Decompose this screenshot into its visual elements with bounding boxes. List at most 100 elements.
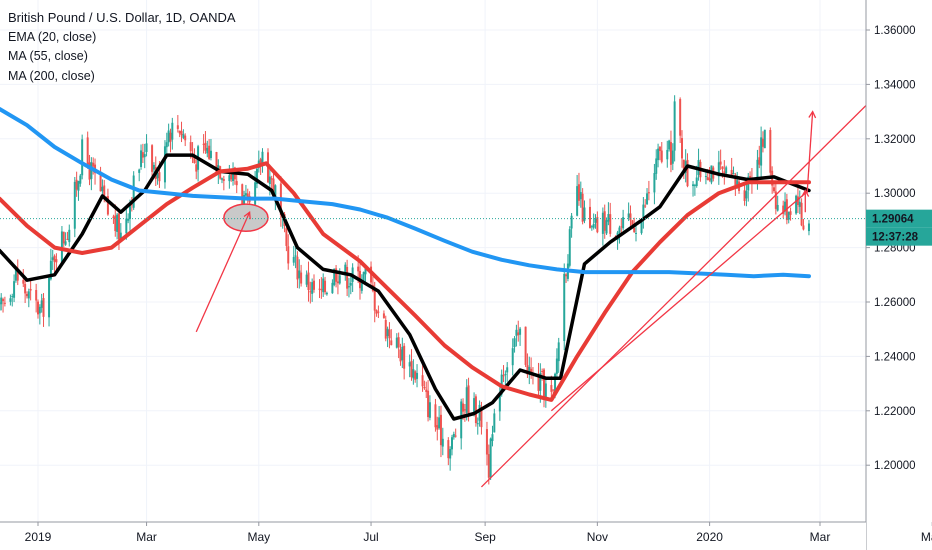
candle-body bbox=[244, 193, 247, 196]
price-axis-bg bbox=[866, 0, 932, 550]
candle-body bbox=[769, 130, 772, 173]
candle-body bbox=[311, 282, 314, 294]
candle-body bbox=[732, 173, 735, 175]
price-tick-label: 1.24000 bbox=[874, 351, 916, 363]
candle-body bbox=[568, 229, 571, 266]
candle-body bbox=[127, 218, 130, 221]
last-price-badge bbox=[866, 209, 932, 228]
candle-body bbox=[774, 191, 777, 209]
candle-body bbox=[679, 99, 682, 136]
candle-body bbox=[465, 387, 468, 413]
candle-body bbox=[563, 273, 566, 341]
candle-body bbox=[141, 152, 144, 158]
candle-body bbox=[114, 215, 117, 232]
candle-body bbox=[300, 272, 303, 284]
candle-body bbox=[119, 232, 122, 241]
candle-body bbox=[81, 139, 84, 176]
price-tick-label: 1.32000 bbox=[874, 134, 916, 146]
candle-body bbox=[3, 302, 6, 304]
price-tick-label: 1.34000 bbox=[874, 79, 916, 91]
candle-body bbox=[787, 211, 790, 220]
arrow-up-target-head bbox=[808, 110, 817, 119]
candle-body bbox=[156, 173, 159, 179]
last-price-label: 1.29064 bbox=[872, 214, 914, 226]
legend-ema20[interactable]: EMA (20, close) bbox=[8, 29, 97, 44]
candle-body bbox=[208, 145, 211, 159]
candle-body bbox=[554, 373, 557, 392]
time-axis-bg bbox=[0, 522, 866, 550]
candle-body bbox=[48, 277, 51, 318]
candle-body bbox=[287, 246, 290, 264]
candle-body bbox=[721, 166, 724, 169]
time-tick-label: Sep bbox=[474, 530, 496, 544]
candle-body bbox=[642, 204, 645, 217]
candle-body bbox=[401, 346, 404, 361]
candle-body bbox=[309, 291, 312, 293]
candle-body bbox=[206, 147, 209, 154]
candle-body bbox=[75, 179, 78, 190]
ema20-line bbox=[0, 153, 811, 421]
candle-body bbox=[552, 389, 555, 391]
legend-ma200[interactable]: MA (200, close) bbox=[8, 68, 95, 83]
candle-body bbox=[86, 137, 89, 165]
candle-body bbox=[686, 159, 689, 187]
price-axis[interactable]: 1.360001.340001.320001.300001.280001.260… bbox=[865, 0, 932, 550]
chart-legend: British Pound / U.S. Dollar, 1D, OANDA E… bbox=[8, 8, 236, 86]
time-axis[interactable]: 2019 Mar May Jul Sep Nov 2020 Mar May bbox=[0, 521, 932, 550]
candle-body bbox=[292, 256, 295, 263]
candle-body bbox=[706, 177, 709, 181]
candle-body bbox=[129, 203, 131, 219]
candle-body bbox=[719, 161, 722, 165]
candle-body bbox=[373, 289, 376, 311]
candle-body bbox=[526, 365, 529, 375]
candle-body bbox=[776, 204, 779, 211]
candle-body bbox=[629, 213, 632, 221]
candle-body bbox=[723, 171, 726, 175]
candle-body bbox=[749, 175, 752, 180]
candle-body bbox=[592, 223, 595, 228]
candle-body bbox=[543, 369, 545, 399]
candle-body bbox=[434, 404, 437, 428]
candle-body bbox=[596, 216, 599, 233]
candle-body bbox=[189, 142, 192, 152]
candle-body bbox=[579, 192, 582, 200]
candle-body bbox=[506, 367, 509, 373]
symbol-title[interactable]: British Pound / U.S. Dollar, 1D, OANDA bbox=[8, 10, 236, 25]
candle-body bbox=[528, 366, 531, 372]
legend-ma55[interactable]: MA (55, close) bbox=[8, 49, 88, 63]
candle-body bbox=[382, 313, 385, 318]
candle-body bbox=[478, 404, 481, 421]
candle-body bbox=[125, 218, 128, 234]
candle-body bbox=[756, 159, 759, 181]
candle-body bbox=[165, 142, 168, 148]
candle-body bbox=[397, 337, 400, 348]
candle-body bbox=[241, 184, 244, 206]
candle-body bbox=[425, 389, 428, 393]
candle-body bbox=[760, 137, 763, 166]
candle-body bbox=[180, 131, 183, 136]
candle-body bbox=[270, 178, 273, 180]
candlestick-series bbox=[0, 95, 810, 485]
candle-body bbox=[708, 178, 711, 181]
candle-body bbox=[671, 150, 674, 164]
candle-body bbox=[622, 217, 625, 229]
candle-body bbox=[618, 227, 621, 233]
moving-averages bbox=[0, 107, 811, 421]
candle-body bbox=[313, 280, 315, 290]
candle-body bbox=[64, 241, 67, 245]
candle-body bbox=[347, 286, 350, 288]
candle-body bbox=[544, 383, 547, 398]
candle-body bbox=[414, 371, 417, 380]
candle-body bbox=[631, 220, 634, 226]
candle-body bbox=[333, 268, 336, 285]
price-tick-label: 1.36000 bbox=[874, 25, 916, 37]
candle-body bbox=[395, 337, 398, 348]
candle-body bbox=[601, 212, 604, 234]
candle-body bbox=[357, 266, 360, 272]
candle-body bbox=[646, 193, 649, 205]
candle-body bbox=[447, 440, 450, 459]
candle-body bbox=[589, 206, 591, 228]
candle-body bbox=[763, 129, 766, 149]
candle-body bbox=[410, 361, 413, 378]
